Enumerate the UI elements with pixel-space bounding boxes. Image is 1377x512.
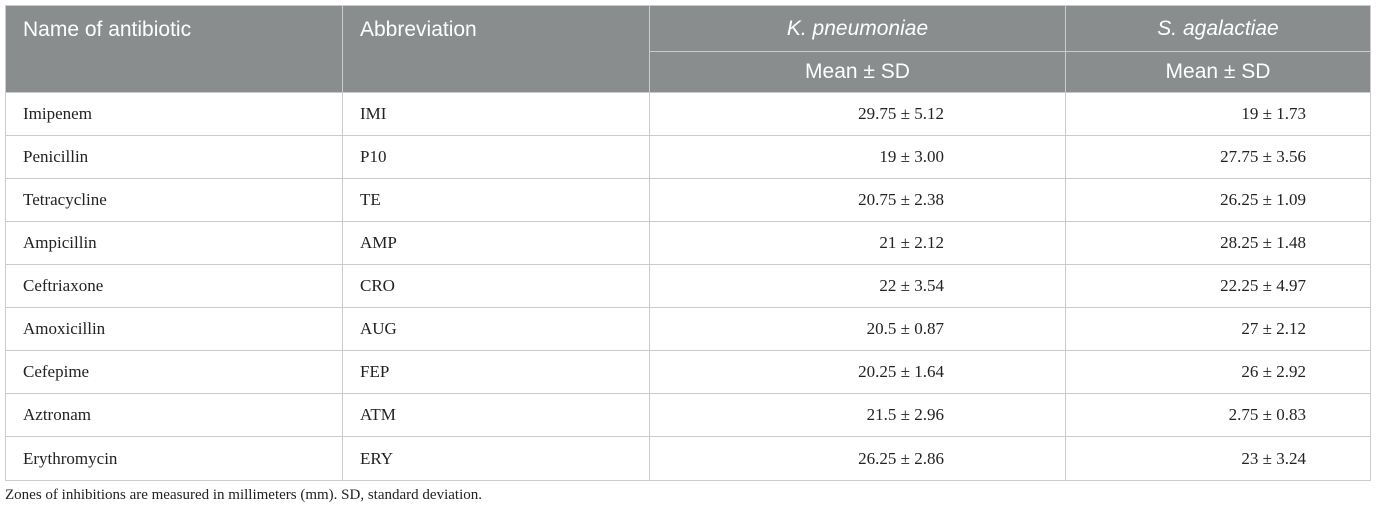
cell-sa-mean-sd-value: 22.25 ± 4.97	[1220, 276, 1306, 295]
cell-kp-mean-sd: 20.5 ± 0.87	[649, 307, 1066, 351]
table-row: Cefepime FEP 20.25 ± 1.64 26 ± 2.92	[5, 350, 1371, 394]
cell-antibiotic-name: Imipenem	[5, 92, 343, 136]
cell-sa-mean-sd-value: 26 ± 2.92	[1241, 362, 1306, 381]
cell-sa-mean-sd-value: 2.75 ± 0.83	[1228, 405, 1306, 424]
table-row: Aztronam ATM 21.5 ± 2.96 2.75 ± 0.83	[5, 393, 1371, 437]
cell-abbreviation: ERY	[342, 436, 650, 481]
antibiotic-table-container: Name of antibiotic Abbreviation K. pneum…	[5, 5, 1371, 481]
table-body: Imipenem IMI 29.75 ± 5.12 19 ± 1.73 Penicill…	[5, 92, 1371, 481]
cell-sa-mean-sd-value: 23 ± 3.24	[1241, 448, 1306, 468]
cell-sa-mean-sd-value: 19 ± 1.73	[1241, 104, 1306, 123]
cell-kp-mean-sd: 20.25 ± 1.64	[649, 350, 1066, 394]
cell-kp-mean-sd-value: 19 ± 3.00	[879, 147, 944, 166]
cell-sa-mean-sd: 22.25 ± 4.97	[1065, 264, 1371, 308]
cell-sa-mean-sd-value: 27 ± 2.12	[1241, 319, 1306, 338]
table-row: Tetracycline TE 20.75 ± 2.38 26.25 ± 1.09	[5, 178, 1371, 222]
cell-sa-mean-sd: 28.25 ± 1.48	[1065, 221, 1371, 265]
cell-antibiotic-name: Amoxicillin	[5, 307, 343, 351]
header-s-agalactiae: S. agalactiae	[1065, 5, 1371, 52]
cell-sa-mean-sd: 26 ± 2.92	[1065, 350, 1371, 394]
cell-kp-mean-sd: 21.5 ± 2.96	[649, 393, 1066, 437]
cell-kp-mean-sd-value: 20.25 ± 1.64	[858, 362, 944, 381]
cell-sa-mean-sd: 19 ± 1.73	[1065, 92, 1371, 136]
table-row: Ampicillin AMP 21 ± 2.12 28.25 ± 1.48	[5, 221, 1371, 265]
cell-kp-mean-sd-value: 26.25 ± 2.86	[858, 448, 944, 468]
cell-kp-mean-sd-value: 21.5 ± 2.96	[866, 405, 944, 424]
cell-antibiotic-name: Tetracycline	[5, 178, 343, 222]
cell-sa-mean-sd-value: 27.75 ± 3.56	[1220, 147, 1306, 166]
cell-abbreviation: TE	[342, 178, 650, 222]
cell-sa-mean-sd: 23 ± 3.24	[1065, 436, 1371, 481]
cell-antibiotic-name: Cefepime	[5, 350, 343, 394]
cell-abbreviation: AUG	[342, 307, 650, 351]
cell-kp-mean-sd: 29.75 ± 5.12	[649, 92, 1066, 136]
header-sa-mean-sd: Mean ± SD	[1065, 51, 1371, 93]
cell-kp-mean-sd-value: 20.75 ± 2.38	[858, 190, 944, 209]
cell-antibiotic-name: Ampicillin	[5, 221, 343, 265]
table-row: Erythromycin ERY 26.25 ± 2.86 23 ± 3.24	[5, 436, 1371, 481]
table-row: Amoxicillin AUG 20.5 ± 0.87 27 ± 2.12	[5, 307, 1371, 351]
cell-kp-mean-sd-value: 21 ± 2.12	[879, 233, 944, 252]
header-name-of-antibiotic: Name of antibiotic	[5, 5, 343, 93]
header-kp-mean-sd: Mean ± SD	[649, 51, 1066, 93]
cell-kp-mean-sd-value: 29.75 ± 5.12	[858, 104, 944, 123]
table-row: Imipenem IMI 29.75 ± 5.12 19 ± 1.73	[5, 92, 1371, 136]
cell-kp-mean-sd-value: 22 ± 3.54	[879, 276, 944, 295]
table-row: Ceftriaxone CRO 22 ± 3.54 22.25 ± 4.97	[5, 264, 1371, 308]
cell-sa-mean-sd: 2.75 ± 0.83	[1065, 393, 1371, 437]
cell-abbreviation: IMI	[342, 92, 650, 136]
cell-sa-mean-sd: 27 ± 2.12	[1065, 307, 1371, 351]
cell-sa-mean-sd: 26.25 ± 1.09	[1065, 178, 1371, 222]
cell-abbreviation: CRO	[342, 264, 650, 308]
cell-sa-mean-sd-value: 26.25 ± 1.09	[1220, 190, 1306, 209]
cell-abbreviation: AMP	[342, 221, 650, 265]
antibiotic-table: Name of antibiotic Abbreviation K. pneum…	[5, 5, 1371, 481]
table-row: Penicillin P10 19 ± 3.00 27.75 ± 3.56	[5, 135, 1371, 179]
header-k-pneumoniae: K. pneumoniae	[649, 5, 1066, 52]
cell-kp-mean-sd-value: 20.5 ± 0.87	[866, 319, 944, 338]
table-header: Name of antibiotic Abbreviation K. pneum…	[5, 5, 1371, 93]
header-abbreviation: Abbreviation	[342, 5, 650, 93]
cell-abbreviation: P10	[342, 135, 650, 179]
cell-antibiotic-name: Ceftriaxone	[5, 264, 343, 308]
cell-sa-mean-sd: 27.75 ± 3.56	[1065, 135, 1371, 179]
cell-antibiotic-name: Erythromycin	[5, 436, 343, 481]
cell-kp-mean-sd: 22 ± 3.54	[649, 264, 1066, 308]
cell-kp-mean-sd: 21 ± 2.12	[649, 221, 1066, 265]
cell-abbreviation: FEP	[342, 350, 650, 394]
cell-kp-mean-sd: 20.75 ± 2.38	[649, 178, 1066, 222]
cell-sa-mean-sd-value: 28.25 ± 1.48	[1220, 233, 1306, 252]
cell-abbreviation: ATM	[342, 393, 650, 437]
cell-kp-mean-sd: 19 ± 3.00	[649, 135, 1066, 179]
cell-antibiotic-name: Aztronam	[5, 393, 343, 437]
table-footnote: Zones of inhibitions are measured in mil…	[5, 487, 482, 503]
cell-kp-mean-sd: 26.25 ± 2.86	[649, 436, 1066, 481]
cell-antibiotic-name: Penicillin	[5, 135, 343, 179]
